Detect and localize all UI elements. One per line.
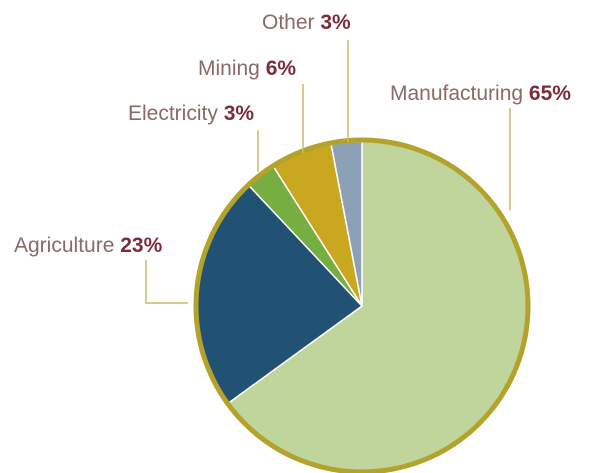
leader-line-agriculture [145, 260, 188, 304]
slice-label-electricity: Electricity 3% [128, 102, 254, 125]
slice-label-manufacturing: Manufacturing 65% [390, 82, 571, 105]
pie-slices [195, 139, 529, 473]
leader-lines [145, 40, 511, 304]
slice-label-agriculture: Agriculture 23% [14, 234, 163, 257]
slice-label-other: Other 3% [262, 11, 351, 34]
slice-label-mining: Mining 6% [198, 57, 296, 80]
pie-outline [193, 137, 531, 473]
